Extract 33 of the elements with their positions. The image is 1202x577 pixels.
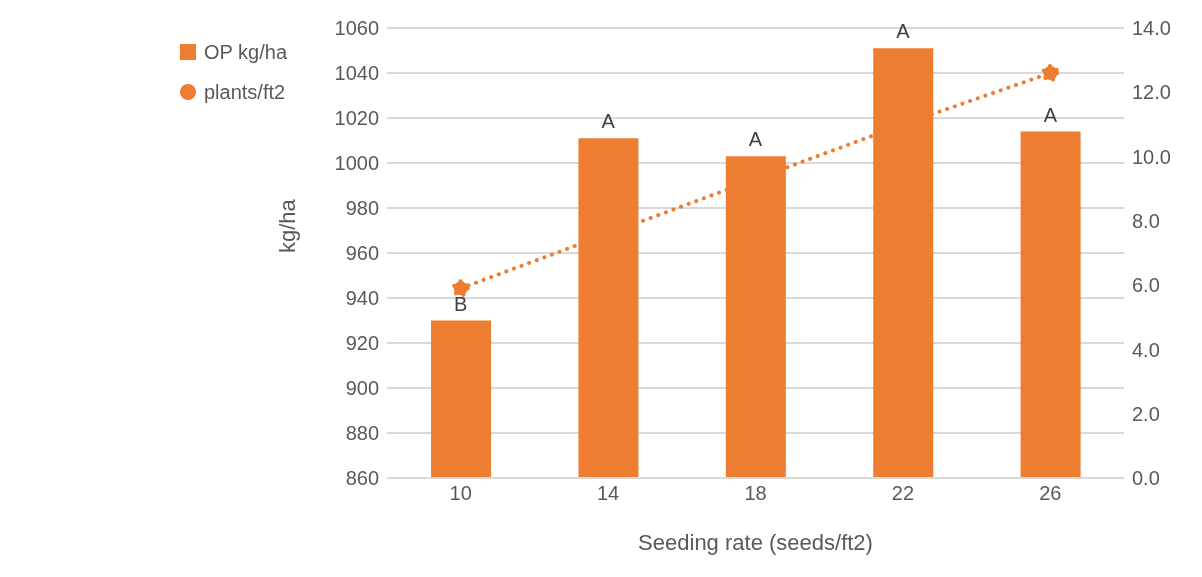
y2-tick-label: 14.0 <box>1132 17 1171 40</box>
annotation: A <box>896 20 911 43</box>
annotation: A <box>601 110 616 133</box>
y-tick-label: 920 <box>345 332 380 355</box>
x-tick-label: 26 <box>1039 482 1062 505</box>
y2-tick-label: 2.0 <box>1132 402 1160 425</box>
y-tick-label: 900 <box>345 377 380 400</box>
y-tick-label: 1040 <box>334 62 380 85</box>
y2-tick-label: 12.0 <box>1132 81 1171 104</box>
legend-label: plants/ft2 <box>204 80 286 104</box>
x-tick-label: 10 <box>449 482 472 505</box>
y-tick-label: 1000 <box>334 152 380 175</box>
y2-tick-label: 10.0 <box>1132 145 1171 168</box>
y-tick-label: 1020 <box>334 107 380 130</box>
y-tick-label: 980 <box>345 197 380 220</box>
legend-label: OP kg/ha <box>204 40 288 64</box>
x-tick-label: 22 <box>891 482 915 505</box>
y2-tick-label: 6.0 <box>1132 274 1160 297</box>
y-tick-label: 1060 <box>334 17 380 40</box>
y-tick-label: 880 <box>345 422 380 445</box>
y-axis-title: kg/ha <box>274 198 300 253</box>
y2-tick-label: 8.0 <box>1132 209 1160 232</box>
y2-tick-label: 0.0 <box>1132 467 1160 490</box>
x-tick-label: 14 <box>597 482 620 505</box>
annotation: A <box>1043 103 1058 126</box>
y2-tick-label: 4.0 <box>1132 338 1160 361</box>
annotation: A <box>748 128 763 151</box>
x-axis-title: Seeding rate (seeds/ft2) <box>638 530 873 555</box>
annotation: B <box>454 292 468 315</box>
x-tick-label: 18 <box>744 482 767 505</box>
y-tick-label: 960 <box>345 242 380 265</box>
y-tick-label: 940 <box>345 287 380 310</box>
y-tick-label: 860 <box>345 467 380 490</box>
